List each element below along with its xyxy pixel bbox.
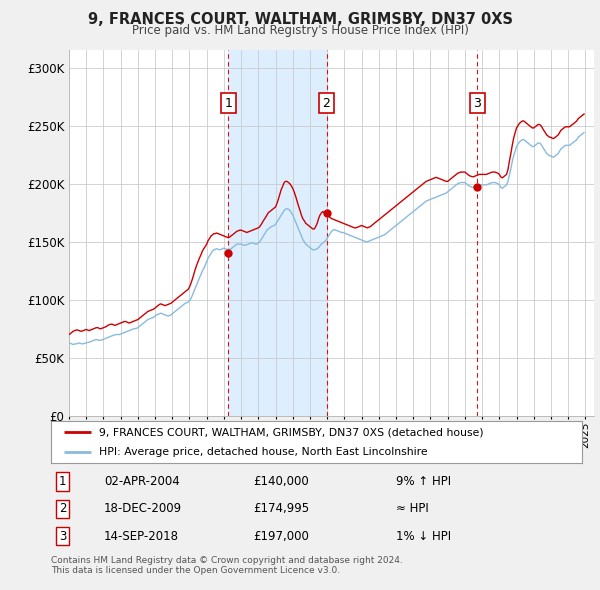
Text: 3: 3 <box>59 530 67 543</box>
Text: 2: 2 <box>323 97 331 110</box>
Text: 1: 1 <box>224 97 232 110</box>
Text: £140,000: £140,000 <box>253 475 308 488</box>
Text: 1: 1 <box>59 475 67 488</box>
Text: HPI: Average price, detached house, North East Lincolnshire: HPI: Average price, detached house, Nort… <box>99 447 427 457</box>
Text: Contains HM Land Registry data © Crown copyright and database right 2024.
This d: Contains HM Land Registry data © Crown c… <box>51 556 403 575</box>
Bar <box>228 50 326 416</box>
Text: £197,000: £197,000 <box>253 530 308 543</box>
Text: 3: 3 <box>473 97 481 110</box>
Text: 02-APR-2004: 02-APR-2004 <box>104 475 180 488</box>
Text: 9, FRANCES COURT, WALTHAM, GRIMSBY, DN37 0XS (detached house): 9, FRANCES COURT, WALTHAM, GRIMSBY, DN37… <box>99 427 484 437</box>
Text: 9, FRANCES COURT, WALTHAM, GRIMSBY, DN37 0XS: 9, FRANCES COURT, WALTHAM, GRIMSBY, DN37… <box>88 12 512 27</box>
Text: 1% ↓ HPI: 1% ↓ HPI <box>396 530 451 543</box>
Text: 18-DEC-2009: 18-DEC-2009 <box>104 502 182 516</box>
Text: ≈ HPI: ≈ HPI <box>396 502 429 516</box>
Text: Price paid vs. HM Land Registry's House Price Index (HPI): Price paid vs. HM Land Registry's House … <box>131 24 469 37</box>
Text: 9% ↑ HPI: 9% ↑ HPI <box>396 475 451 488</box>
Text: 14-SEP-2018: 14-SEP-2018 <box>104 530 179 543</box>
Text: 2: 2 <box>59 502 67 516</box>
Text: £174,995: £174,995 <box>253 502 309 516</box>
